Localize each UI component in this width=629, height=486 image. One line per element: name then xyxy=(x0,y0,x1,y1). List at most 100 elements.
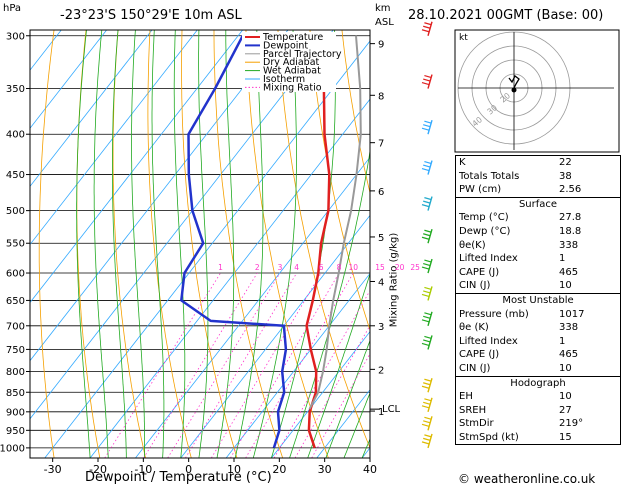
mixing-ratio-tick-label: 6 xyxy=(319,263,324,272)
legend-entry: Isotherm xyxy=(263,74,305,85)
wet-adiabat-line xyxy=(307,272,370,458)
pressure-tick-label: 450 xyxy=(6,170,25,181)
wet-adiabat-line xyxy=(271,30,336,458)
most-unstable-section: Most Unstable Pressure (mb) 1017 θe (K) 338… xyxy=(456,292,620,376)
wind-barb-flag xyxy=(424,286,432,290)
wet-adiabat-line xyxy=(325,339,370,458)
hodograph-row: EH 10 xyxy=(456,390,620,404)
km-tick-label: 8 xyxy=(378,91,384,102)
storm-motion-marker xyxy=(511,87,517,93)
pressure-tick-label: 400 xyxy=(6,130,25,141)
hodograph-row: StmDir 219° xyxy=(456,417,620,431)
most-unstable-row: θe (K) 338 xyxy=(456,321,620,335)
surface-label: Temp (°C) xyxy=(459,212,509,224)
wet-adiabat-line xyxy=(151,30,165,458)
most-unstable-label: θe (K) xyxy=(459,322,489,334)
wind-barb-flag xyxy=(424,398,432,402)
pressure-tick-label: 1000 xyxy=(0,443,25,454)
hodograph-frame xyxy=(454,29,620,153)
most-unstable-title: Most Unstable xyxy=(502,294,574,306)
wind-barb-flag xyxy=(424,229,432,233)
dry-adiabat-line xyxy=(147,30,192,458)
hodograph-label: EH xyxy=(459,391,473,403)
pressure-tick-label: 800 xyxy=(6,367,25,378)
pressure-tick-label: 550 xyxy=(6,239,25,250)
wind-barb-flag xyxy=(424,259,432,263)
surface-label: Lifted Index xyxy=(459,253,518,265)
hpa-label: hPa xyxy=(3,3,22,14)
index-label: Totals Totals xyxy=(459,170,520,182)
dry-adiabat-line xyxy=(245,30,329,458)
km-label: km xyxy=(375,3,391,14)
lcl-label: LCL xyxy=(382,404,401,415)
surface-row: θe(K) 338 xyxy=(456,239,620,253)
mixing-ratio-tick-label: 1 xyxy=(218,263,223,272)
surface-label: CAPE (J) xyxy=(459,266,500,278)
index-value: 38 xyxy=(559,170,572,182)
most-unstable-row: CAPE (J) 465 xyxy=(456,348,620,362)
mixing-ratio-tick-label: 10 xyxy=(349,263,359,272)
index-row: PW (cm) 2.56 xyxy=(456,183,620,197)
pressure-tick-label: 600 xyxy=(6,269,25,280)
hodograph-value: 27 xyxy=(559,404,572,416)
hodograph-row: SREH 27 xyxy=(456,404,620,418)
surface-row: CIN (J) 10 xyxy=(456,279,620,293)
wind-barb-flag xyxy=(423,233,431,237)
temperature-tick-label: -30 xyxy=(44,463,62,476)
wind-barb-flag xyxy=(424,120,432,124)
most-unstable-row: Lifted Index 1 xyxy=(456,335,620,349)
hodograph-label: SREH xyxy=(459,404,487,416)
wind-barb-flag xyxy=(421,293,430,297)
most-unstable-label: CIN (J) xyxy=(459,362,491,374)
surface-section: Surface Temp (°C) 27.8 Dewp (°C) 18.8 θe(K) 3… xyxy=(456,196,620,293)
wind-barb-flag xyxy=(423,382,431,386)
wind-barb-flag xyxy=(423,25,431,29)
location-title: -23°23'S 150°29'E 10m ASL xyxy=(60,8,242,23)
wind-barbs xyxy=(421,21,433,449)
index-value: 2.56 xyxy=(559,184,582,196)
wind-barb-flag xyxy=(424,197,432,201)
surface-value: 18.8 xyxy=(559,225,582,237)
most-unstable-value: 338 xyxy=(559,322,579,334)
wind-barb-flag xyxy=(421,441,430,445)
surface-label: CIN (J) xyxy=(459,280,491,292)
pressure-tick-label: 950 xyxy=(6,426,25,437)
surface-row: Lifted Index 1 xyxy=(456,252,620,266)
wind-barb-flag xyxy=(421,167,430,172)
km-tick-label: 2 xyxy=(378,365,384,376)
isotherm-line xyxy=(271,330,370,458)
wind-barb-flag xyxy=(421,423,430,427)
isotherm-line xyxy=(225,272,370,458)
most-unstable-value: 465 xyxy=(559,349,579,361)
wet-adiabat-line xyxy=(93,30,109,458)
wind-barb-flag xyxy=(421,204,430,208)
isotherm-line xyxy=(30,30,289,362)
temperature-tick-label: 40 xyxy=(363,463,377,476)
wind-barb-flag xyxy=(421,385,430,389)
legend-entry: Mixing Ratio xyxy=(263,82,322,93)
wind-barb-flag xyxy=(421,405,430,409)
wind-barb-flag xyxy=(424,434,432,438)
mixing-ratio-tick-label: 4 xyxy=(294,263,299,272)
mixing-ratio-line xyxy=(143,272,258,458)
x-axis-label: Dewpoint / Temperature (°C) xyxy=(85,470,272,485)
isotherm-line xyxy=(135,156,370,458)
wet-adiabat-line xyxy=(252,30,297,458)
km-tick-label: 4 xyxy=(378,277,384,288)
axes: 3003504004505005506006507007508008509009… xyxy=(0,31,401,476)
dry-adiabat-line xyxy=(181,30,238,458)
index-row: K 22 xyxy=(456,156,620,170)
wind-barb-flag xyxy=(421,29,430,33)
temperature-tick-label: 20 xyxy=(272,463,286,476)
wind-barb-flag xyxy=(423,339,431,343)
legend-entry: Temperature xyxy=(262,32,323,43)
km-tick-label: 5 xyxy=(378,233,384,244)
dry-adiabat-line xyxy=(38,30,55,458)
temperature-tick-label: -10 xyxy=(134,463,152,476)
wind-barb-flag xyxy=(424,74,432,79)
surface-title: Surface xyxy=(518,198,558,210)
hodograph-value: 15 xyxy=(559,431,572,443)
wind-barb-flag xyxy=(423,290,431,294)
wind-barb-flag xyxy=(421,81,430,86)
